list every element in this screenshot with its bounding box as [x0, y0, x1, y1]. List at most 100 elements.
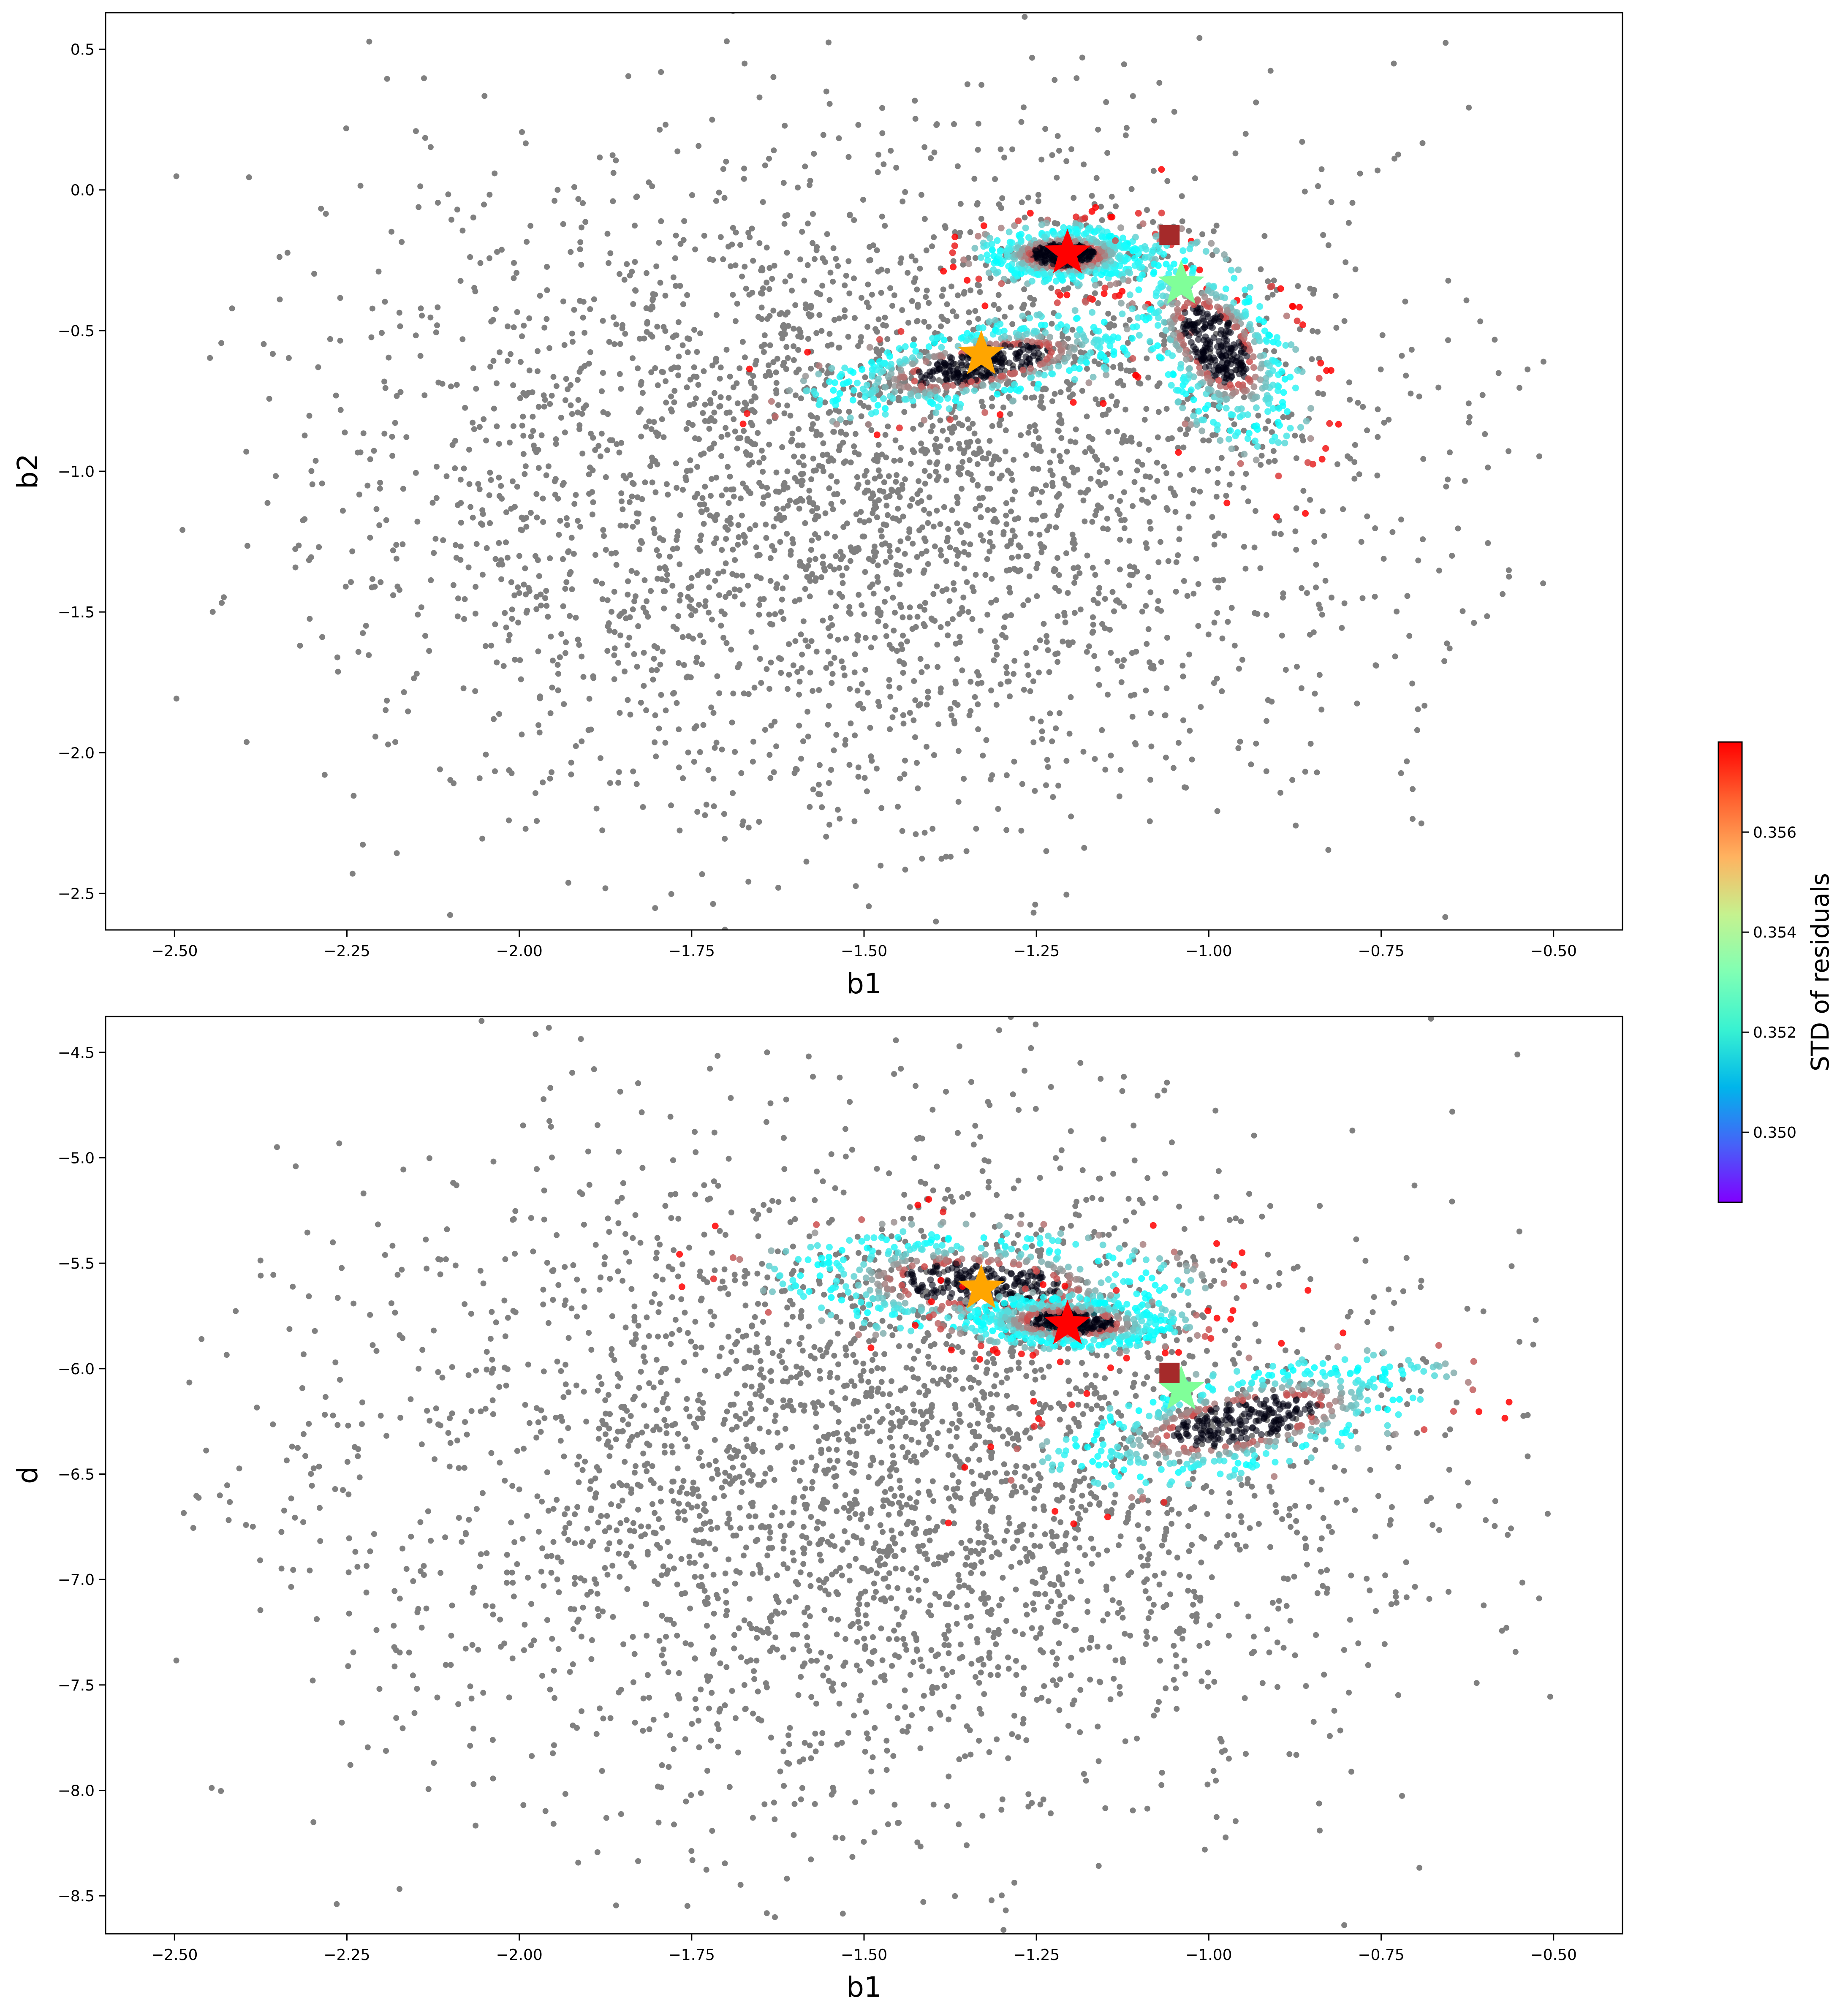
- background-point: [517, 395, 523, 401]
- background-point: [766, 612, 772, 618]
- background-point: [690, 636, 696, 642]
- background-point: [1011, 457, 1017, 463]
- background-point: [923, 247, 929, 253]
- background-point: [582, 219, 589, 225]
- trajectory-point: [1017, 236, 1025, 244]
- trajectory-point: [1007, 386, 1014, 393]
- background-point: [955, 799, 962, 805]
- background-point: [1394, 609, 1400, 615]
- background-point: [460, 685, 467, 691]
- background-point: [826, 297, 833, 303]
- trajectory-point: [1224, 371, 1231, 378]
- background-point: [815, 781, 822, 788]
- background-point: [1179, 663, 1186, 669]
- background-point: [734, 380, 740, 386]
- background-point: [479, 835, 486, 842]
- background-point: [522, 565, 528, 571]
- trajectory-point: [1199, 326, 1206, 333]
- trajectory-point: [1043, 277, 1050, 285]
- background-point: [1108, 753, 1114, 759]
- background-point: [503, 624, 509, 631]
- trajectory-point: [1139, 313, 1147, 321]
- background-point: [844, 520, 850, 527]
- background-point: [386, 354, 392, 361]
- trajectory-point: [1234, 309, 1241, 316]
- background-point: [799, 228, 805, 235]
- background-point: [1346, 379, 1352, 386]
- background-point: [795, 442, 801, 448]
- background-point: [956, 420, 962, 427]
- background-point: [651, 419, 657, 425]
- trajectory-point: [1090, 323, 1097, 331]
- trajectory-point: [1281, 375, 1288, 383]
- trajectory-point: [916, 352, 924, 359]
- background-point: [914, 286, 920, 293]
- background-point: [763, 535, 769, 541]
- background-point: [1193, 556, 1199, 562]
- background-point: [577, 246, 583, 253]
- trajectory-point: [1200, 416, 1207, 424]
- background-point: [723, 158, 729, 165]
- background-point: [875, 442, 882, 448]
- trajectory-point: [804, 348, 811, 356]
- background-point: [681, 218, 688, 224]
- trajectory-point: [1186, 245, 1193, 253]
- background-point: [922, 481, 928, 487]
- background-point: [756, 459, 762, 466]
- background-point: [598, 430, 605, 437]
- background-point: [718, 608, 725, 614]
- trajectory-point: [1261, 327, 1268, 334]
- trajectory-point: [1170, 331, 1177, 338]
- background-point: [448, 383, 454, 390]
- background-point: [879, 105, 885, 111]
- background-point: [741, 166, 747, 172]
- background-point: [778, 517, 784, 523]
- background-point: [1420, 456, 1427, 462]
- background-point: [859, 602, 865, 609]
- background-point: [1099, 462, 1106, 468]
- background-point: [454, 207, 460, 213]
- trajectory-point: [1245, 375, 1252, 382]
- background-point: [625, 578, 631, 584]
- background-point: [713, 312, 720, 318]
- background-point: [1280, 414, 1286, 420]
- trajectory-point: [1175, 449, 1182, 456]
- background-point: [218, 340, 224, 346]
- background-point: [514, 309, 520, 315]
- trajectory-point: [1223, 352, 1230, 359]
- background-point: [929, 826, 936, 832]
- background-point: [875, 169, 881, 175]
- background-point: [687, 457, 693, 463]
- background-point: [766, 155, 772, 162]
- background-point: [670, 274, 677, 280]
- background-point: [549, 392, 555, 399]
- background-point: [1113, 598, 1119, 604]
- trajectory-point: [1147, 306, 1154, 313]
- background-point: [993, 597, 999, 603]
- background-point: [499, 247, 505, 253]
- background-point: [1211, 680, 1217, 686]
- trajectory-point: [1182, 378, 1189, 386]
- background-point: [709, 617, 715, 623]
- trajectory-point: [850, 387, 857, 394]
- background-point: [913, 831, 919, 837]
- background-point: [876, 351, 882, 357]
- background-point: [935, 664, 941, 670]
- background-point: [1096, 361, 1102, 367]
- background-point: [671, 364, 677, 370]
- trajectory-point: [1283, 432, 1290, 440]
- background-point: [852, 732, 858, 739]
- trajectory-point: [1138, 264, 1145, 271]
- background-point: [1004, 670, 1010, 676]
- background-point: [953, 641, 959, 647]
- x-axis-ticks: −2.50 −2.25 −2.00 −1.75 −1.50 −1.25 −1.00 −0.75…: [151, 930, 1577, 960]
- background-point: [947, 706, 954, 712]
- background-point: [820, 617, 826, 624]
- trajectory-point: [1107, 248, 1114, 255]
- background-point: [827, 615, 834, 621]
- background-point: [737, 495, 744, 502]
- background-point: [1195, 623, 1201, 629]
- background-point: [972, 308, 978, 314]
- background-point: [266, 396, 272, 402]
- background-point: [900, 720, 907, 727]
